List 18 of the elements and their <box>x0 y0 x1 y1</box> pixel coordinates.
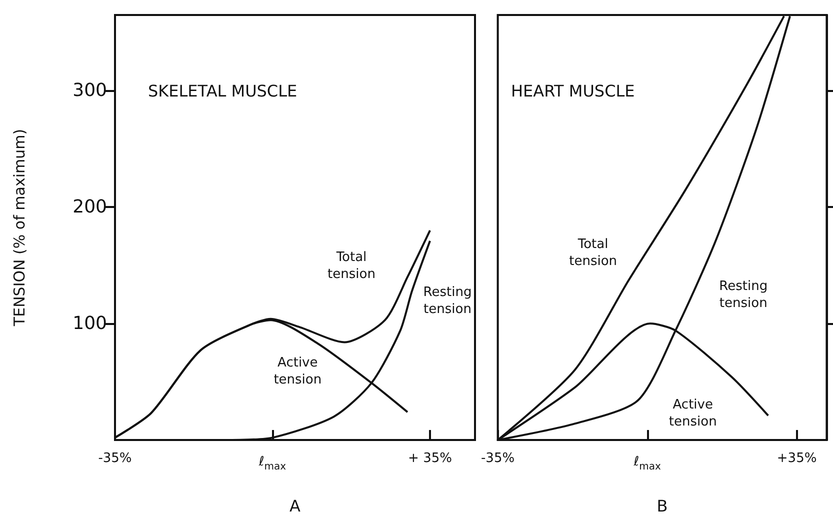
x-tick-label: + 35% <box>408 451 452 466</box>
x-axis-title: A <box>290 496 301 516</box>
text: SKELETAL MUSCLE <box>148 82 298 100</box>
y-tick-label: 300 <box>72 80 107 102</box>
annotation: Resting tension <box>423 284 472 317</box>
annotation: Total tension <box>569 236 618 269</box>
x-axis-title: B <box>656 496 668 516</box>
annotation: Total tension <box>328 250 376 282</box>
x-tick-label: +35% <box>776 451 817 466</box>
y-tick-label: 200 <box>72 196 107 218</box>
annotation: Resting tension <box>719 278 768 311</box>
y-axis-title: TENSION (% of maximum) <box>10 128 28 328</box>
x-tick-label: -35% <box>480 451 515 466</box>
y-tick-label: 100 <box>72 313 107 334</box>
annotation: Active tension <box>668 398 717 430</box>
text: HEART MUSCLE <box>511 82 635 100</box>
x-tick-label: -35% <box>98 451 132 466</box>
annotation: Active tension <box>274 356 322 388</box>
